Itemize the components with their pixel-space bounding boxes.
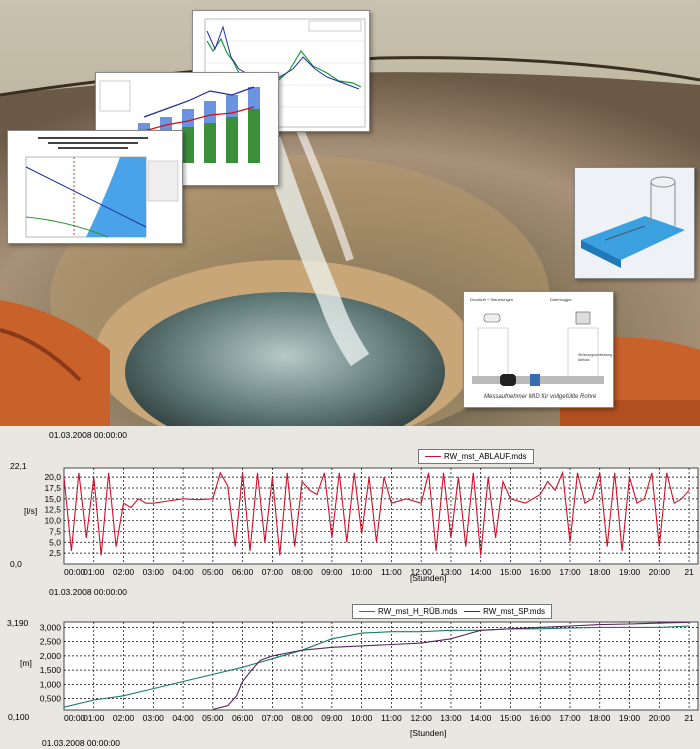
chart2-xtick-label: 13:00 [440,713,462,723]
chart1-xtick-label: 09:00 [321,567,343,577]
logger-chart-panel: 01.03.2008 00:00:00 RW_mst_ABLAUF.mds 22… [0,426,700,749]
inset-pipe-graphic [575,168,694,278]
chart1-xtick-label: 18:00 [589,567,611,577]
chart2-ymax-label: 3,190 [7,618,29,628]
chart1-xtick-label: 08:00 [291,567,313,577]
inset-flow-meter-diagram: Druckluft + Steuerungen Datenlogger Strö… [463,291,614,408]
chart1-ytick-label: 5,0 [49,537,61,547]
chart2-xtick-label: 18:00 [589,713,611,723]
chart1-xtick-label: 06:00 [232,567,254,577]
chart1-xtick-label: 20:00 [649,567,671,577]
inset-diagram-chart [7,130,183,244]
chart1-ylabel: [l/s] [24,506,38,516]
chart2-xtick-label: 01:00 [83,713,105,723]
chart2-xtick-label: 06:00 [232,713,254,723]
chart1-ymin-label: 0,0 [10,559,22,569]
chart1-ytick-label: 7,5 [49,526,61,536]
chart2-xtick-label: 07:00 [262,713,284,723]
chart1-ytick-label: 2,5 [49,548,61,558]
chart1-ytick-label: 10,0 [44,516,61,526]
chart1-xtick-label: 21 [684,567,694,577]
chart1-ytick-label: 20,0 [44,472,61,482]
flow-meter-label-air: Druckluft + Steuerungen [470,297,514,302]
chart1-xtick-label: 11:00 [381,567,402,577]
chart2-ylabel: [m] [20,658,32,668]
chart1-ytick-label: 15,0 [44,494,61,504]
chart1-xtick-label: 01:00 [83,567,105,577]
chart1-xtick-label: 02:00 [113,567,135,577]
chart2-xtick-label: 15:00 [500,713,522,723]
chart2-xtick-label: 00:00 [64,713,86,723]
chart2-xtick-label: 05:00 [202,713,224,723]
chart2-series-line-0 [63,625,690,708]
chart1-series-line-0 [63,470,690,556]
chart1-xtick-label: 05:00 [202,567,224,577]
chart1-xtick-label: 15:00 [500,567,522,577]
chart2-legend: RW_mst_H_RÜB.mds RW_mst_SP.mds [352,604,553,619]
chart2-xtick-label: 02:00 [113,713,135,723]
chart2-plot-area [63,621,699,711]
chart1-xlabel: [Stunden] [410,573,447,583]
chart1-xtick-label: 14:00 [470,567,492,577]
inset-flow-meter-graphic [472,311,604,386]
legend-swatch-sp [464,611,481,613]
inset-3d-pipe-model [574,167,695,279]
legend-label-h-rub: RW_mst_H_RÜB.mds [378,607,458,616]
chart1-xtick-label: 00:00 [64,567,86,577]
chart1-xtick-label: 19:00 [619,567,641,577]
chart2-xtick-label: 09:00 [321,713,343,723]
chart1-ytick-label: 12,5 [44,505,61,515]
chart1-xtick-label: 04:00 [172,567,194,577]
chart2-xtick-label: 20:00 [649,713,671,723]
chart1-plot-area [63,467,699,565]
chart2-xtick-label: 11:00 [381,713,402,723]
chart2-ytick-label: 3,000 [40,622,62,632]
chart2-xtick-label: 14:00 [470,713,492,723]
chart1-xtick-label: 13:00 [440,567,462,577]
chart2-xtick-label: 08:00 [291,713,313,723]
chart2-xtick-label: 17:00 [559,713,581,723]
chart2-ytick-label: 2,000 [40,651,62,661]
flow-meter-label-logger: Datenlogger [550,297,572,302]
chart2-xtick-label: 04:00 [172,713,194,723]
flow-meter-label-diversion: Strömungsumlenkung Abfluss [578,353,613,362]
chart1-xtick-label: 07:00 [262,567,284,577]
chart2-xtick-label: 03:00 [143,713,165,723]
chart1-ymax-label: 22,1 [10,461,27,471]
chart1-xtick-label: 12:00 [411,567,433,577]
chart2-xtick-label: 16:00 [530,713,552,723]
chart1-ytick-label: 17,5 [44,483,61,493]
chart2-xtick-label: 19:00 [619,713,641,723]
chart2-ytick-label: 2,500 [40,637,62,647]
chart2-timestamp-bottom: 01.03.2008 00:00:00 [42,738,120,748]
flow-meter-caption: Messaufnehmer MID für vollgefüllte Rohre [484,394,597,400]
chart1-xtick-label: 17:00 [559,567,581,577]
chart1-timestamp-bottom: 01.03.2008 00:00:00 [49,587,127,597]
legend-swatch-ablauf [425,456,441,458]
chart2-xtick-label: 21 [684,713,694,723]
chart1-xtick-label: 16:00 [530,567,552,577]
chart2-ymin-label: 0,100 [8,712,30,722]
legend-swatch-h-rub [359,611,375,613]
chart2-series-line-1 [212,621,690,710]
legend-label-ablauf: RW_mst_ABLAUF.mds [444,452,527,461]
chart2-ytick-label: 0,500 [40,694,62,704]
chart1-xtick-label: 03:00 [143,567,165,577]
chart1-xtick-label: 10:00 [351,567,373,577]
chart2-xlabel: [Stunden] [410,728,447,738]
chart2-xtick-label: 10:00 [351,713,373,723]
chart2-ytick-label: 1,000 [40,679,62,689]
manhole-photo: Druckluft + Steuerungen Datenlogger Strö… [0,0,700,426]
chart2-xtick-label: 12:00 [411,713,433,723]
chart1-legend: RW_mst_ABLAUF.mds [418,449,534,464]
chart2-ytick-label: 1,500 [40,665,62,675]
legend-label-sp: RW_mst_SP.mds [483,607,546,616]
chart2-plot: 3,000 2,500 2,000 1,500 1,000 0,50000:0001:00… [40,621,699,723]
chart1-timestamp-top: 01.03.2008 00:00:00 [49,430,127,440]
inset-diagram-graphic [25,137,179,238]
